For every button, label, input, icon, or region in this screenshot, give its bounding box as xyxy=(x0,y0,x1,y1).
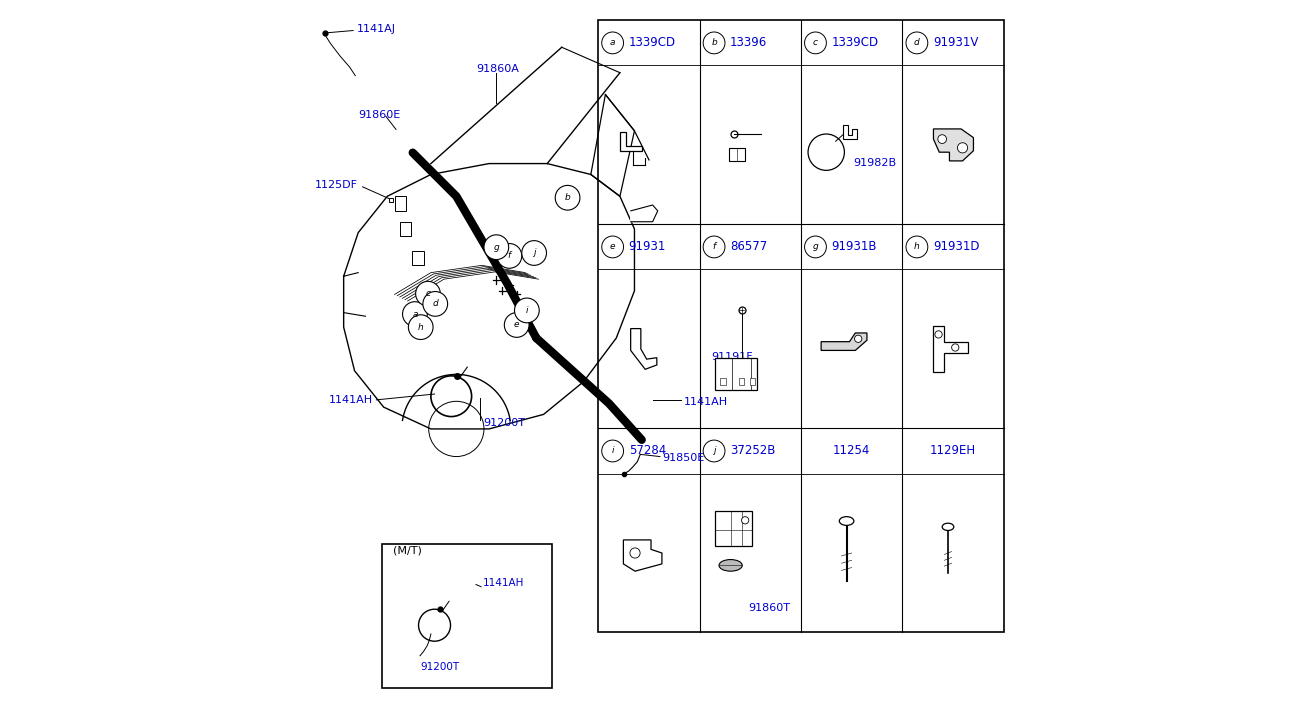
Text: d: d xyxy=(914,39,920,47)
Polygon shape xyxy=(631,205,658,222)
Text: 91860T: 91860T xyxy=(748,603,790,613)
Text: j: j xyxy=(713,446,715,456)
Text: c: c xyxy=(813,39,818,47)
Text: 91191F: 91191F xyxy=(711,352,753,362)
Text: 86577: 86577 xyxy=(729,241,767,254)
Text: 37252B: 37252B xyxy=(729,444,775,457)
Bar xyxy=(395,196,406,211)
Text: c: c xyxy=(426,289,431,298)
Text: b: b xyxy=(711,39,716,47)
Text: 1129EH: 1129EH xyxy=(929,444,976,457)
Text: b: b xyxy=(565,193,570,202)
Text: 91860E: 91860E xyxy=(358,110,401,120)
Text: 1141AH: 1141AH xyxy=(483,578,524,588)
Circle shape xyxy=(423,292,448,316)
Polygon shape xyxy=(933,129,974,161)
Text: g: g xyxy=(493,243,500,252)
Text: 91850E: 91850E xyxy=(662,453,705,463)
Bar xyxy=(715,511,753,546)
Text: g: g xyxy=(813,242,818,252)
Polygon shape xyxy=(842,124,858,139)
Circle shape xyxy=(805,236,827,258)
Circle shape xyxy=(951,344,959,351)
Circle shape xyxy=(958,142,967,153)
Text: 91200T: 91200T xyxy=(483,418,526,428)
Ellipse shape xyxy=(942,523,954,531)
Text: 1141AH: 1141AH xyxy=(328,395,373,405)
Ellipse shape xyxy=(840,517,854,526)
Polygon shape xyxy=(933,326,968,372)
Circle shape xyxy=(522,241,546,265)
Text: i: i xyxy=(526,306,528,315)
Circle shape xyxy=(484,235,509,260)
Circle shape xyxy=(602,440,623,462)
Polygon shape xyxy=(822,333,867,350)
Circle shape xyxy=(704,32,726,54)
Circle shape xyxy=(402,302,427,326)
Text: 1339CD: 1339CD xyxy=(628,36,676,49)
Bar xyxy=(749,378,755,385)
Text: 91931V: 91931V xyxy=(933,36,979,49)
Circle shape xyxy=(854,335,862,342)
Circle shape xyxy=(497,244,522,268)
Text: 1125DF: 1125DF xyxy=(314,180,357,190)
Text: d: d xyxy=(432,300,439,308)
Circle shape xyxy=(809,134,845,170)
Text: f: f xyxy=(508,252,511,260)
Circle shape xyxy=(935,331,942,338)
Circle shape xyxy=(409,315,434,340)
Text: a: a xyxy=(413,310,418,318)
Bar xyxy=(411,251,423,265)
Text: h: h xyxy=(914,242,920,252)
Polygon shape xyxy=(623,540,662,571)
Bar xyxy=(739,378,745,385)
Circle shape xyxy=(704,236,726,258)
Circle shape xyxy=(741,517,749,524)
Circle shape xyxy=(704,440,726,462)
Circle shape xyxy=(556,185,580,210)
Bar xyxy=(400,222,411,236)
Text: 1141AJ: 1141AJ xyxy=(357,24,396,34)
Text: e: e xyxy=(610,242,615,252)
Bar xyxy=(715,358,757,390)
Circle shape xyxy=(602,32,623,54)
Text: 1141AH: 1141AH xyxy=(684,397,728,407)
Text: 1339CD: 1339CD xyxy=(832,36,879,49)
Text: e: e xyxy=(514,321,519,329)
Text: 91931B: 91931B xyxy=(832,241,877,254)
Circle shape xyxy=(938,134,946,143)
Text: (M/T): (M/T) xyxy=(393,545,422,555)
Ellipse shape xyxy=(719,560,742,571)
Circle shape xyxy=(630,548,640,558)
Bar xyxy=(729,148,745,161)
Bar xyxy=(720,378,727,385)
FancyBboxPatch shape xyxy=(382,544,553,688)
Circle shape xyxy=(505,313,530,337)
Text: j: j xyxy=(533,249,535,257)
Text: 91860A: 91860A xyxy=(476,64,519,74)
Polygon shape xyxy=(620,132,643,150)
Text: 13396: 13396 xyxy=(729,36,767,49)
Circle shape xyxy=(906,32,928,54)
Text: 57284: 57284 xyxy=(628,444,666,457)
Circle shape xyxy=(805,32,827,54)
Text: i: i xyxy=(611,446,614,456)
Text: 91982B: 91982B xyxy=(854,158,897,168)
Text: f: f xyxy=(713,242,715,252)
Text: a: a xyxy=(610,39,615,47)
Text: 11254: 11254 xyxy=(833,444,871,457)
Text: 91200T: 91200T xyxy=(421,662,459,672)
Circle shape xyxy=(514,298,539,323)
Circle shape xyxy=(906,236,928,258)
Text: 91931: 91931 xyxy=(628,241,666,254)
Text: 91931D: 91931D xyxy=(933,241,980,254)
Circle shape xyxy=(415,281,440,306)
Polygon shape xyxy=(631,329,657,369)
Circle shape xyxy=(602,236,623,258)
Bar xyxy=(598,20,1003,632)
Text: h: h xyxy=(418,323,423,332)
